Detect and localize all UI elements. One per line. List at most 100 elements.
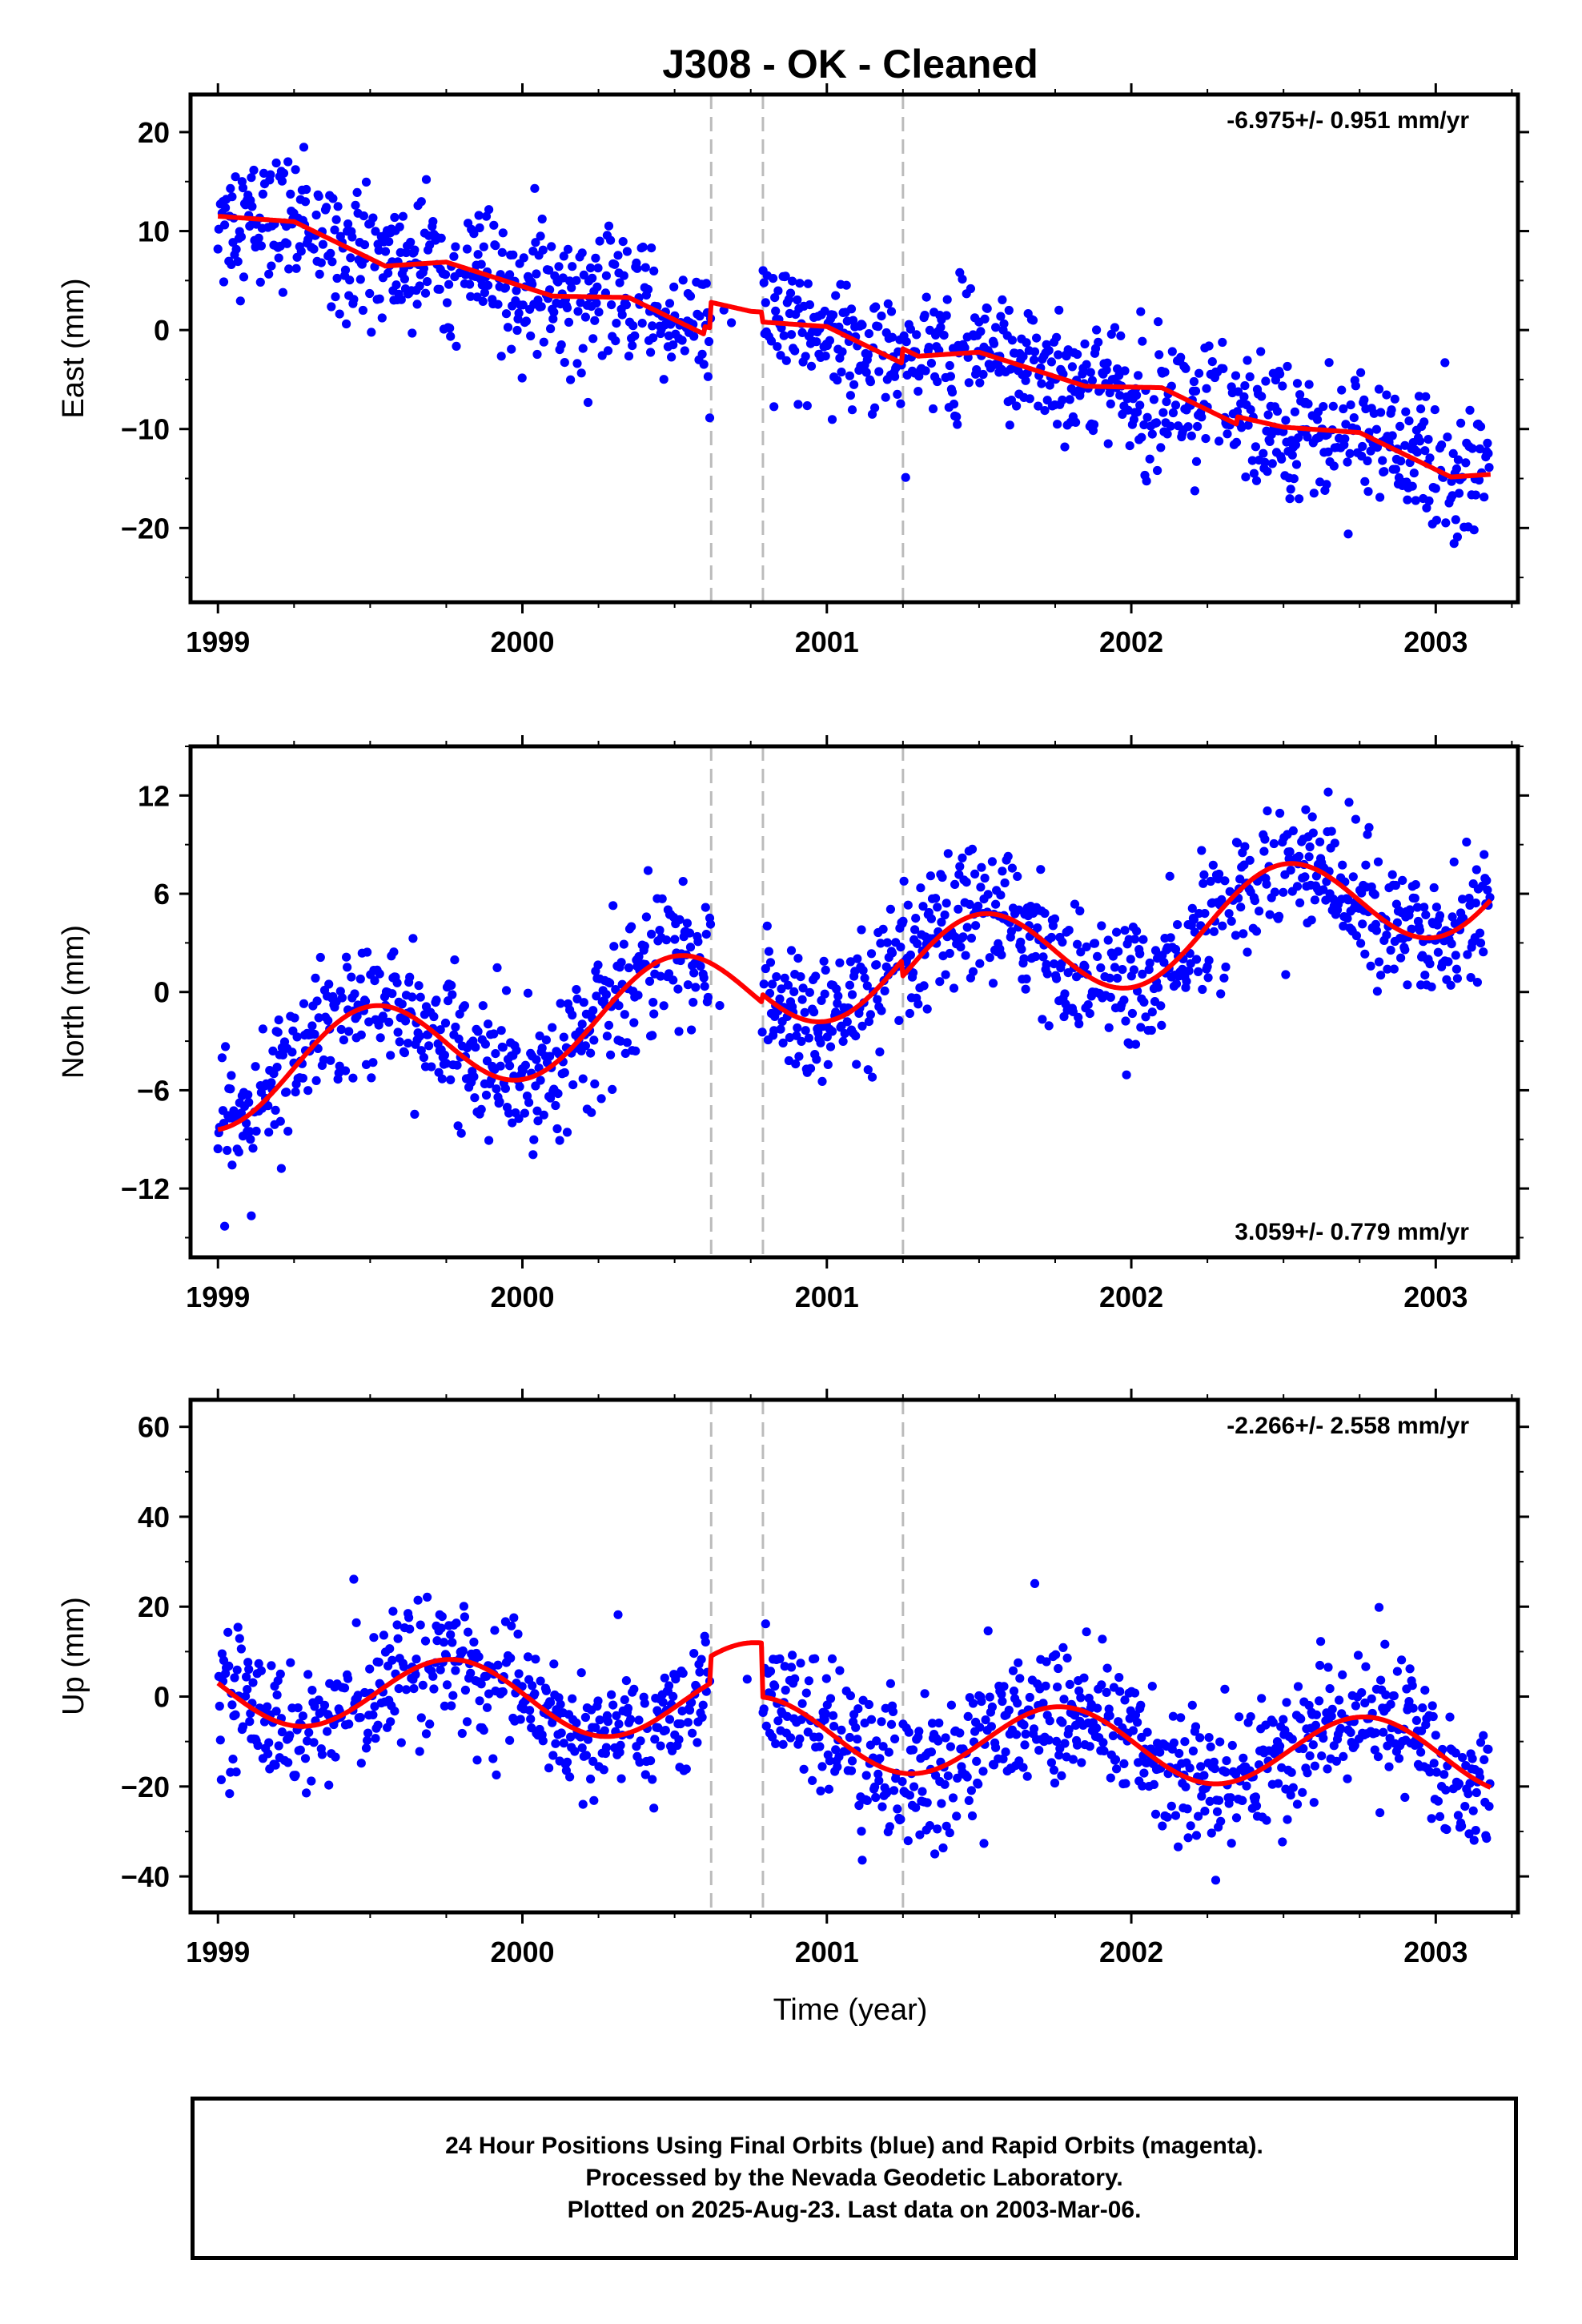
data-point	[1420, 971, 1430, 980]
data-point	[479, 242, 488, 251]
data-point	[1130, 1710, 1141, 1719]
data-point	[508, 250, 518, 259]
data-point	[1136, 307, 1146, 316]
data-point	[344, 1027, 354, 1036]
data-point	[759, 278, 769, 287]
data-point	[825, 1694, 836, 1703]
data-point	[814, 1732, 824, 1742]
data-point	[1274, 1779, 1283, 1788]
data-point	[599, 1765, 608, 1775]
data-point	[1193, 421, 1203, 432]
data-point	[982, 304, 992, 313]
data-point	[769, 402, 779, 412]
data-point	[521, 316, 532, 326]
data-point	[287, 1047, 297, 1057]
data-point	[580, 312, 591, 322]
data-point	[988, 979, 998, 988]
data-point	[1407, 924, 1416, 934]
data-point	[523, 988, 533, 998]
data-point	[429, 1011, 439, 1022]
data-point	[1251, 442, 1260, 452]
data-point	[1447, 939, 1456, 949]
data-point	[926, 359, 936, 368]
data-point	[1052, 974, 1062, 983]
data-point	[484, 205, 494, 215]
data-point	[1465, 405, 1475, 415]
data-point	[579, 998, 588, 1007]
data-point	[946, 1700, 956, 1710]
data-point	[917, 1787, 927, 1796]
data-point	[659, 1001, 669, 1011]
data-point	[908, 1745, 918, 1755]
data-point	[691, 983, 701, 992]
data-point	[1157, 1020, 1166, 1030]
data-point	[251, 1062, 260, 1072]
data-point	[861, 1771, 871, 1780]
data-point	[1370, 1745, 1379, 1755]
data-point	[1410, 894, 1419, 903]
data-point	[451, 1666, 460, 1675]
data-point	[227, 1071, 236, 1080]
data-point	[578, 1074, 588, 1084]
data-point	[1262, 879, 1271, 889]
data-point	[688, 1728, 697, 1738]
data-point	[833, 376, 842, 385]
data-point	[840, 1029, 849, 1039]
data-point	[572, 275, 581, 285]
data-point	[1345, 448, 1355, 459]
data-point	[945, 948, 954, 959]
data-point	[1106, 329, 1116, 339]
data-point	[1298, 1787, 1307, 1797]
data-point	[401, 247, 412, 258]
data-point	[1087, 376, 1097, 385]
data-point	[528, 1150, 538, 1160]
data-point	[945, 1828, 954, 1838]
data-point	[600, 1726, 609, 1735]
data-point	[1400, 945, 1410, 955]
data-point	[586, 1048, 596, 1058]
data-point	[1360, 949, 1370, 959]
data-point	[472, 1755, 482, 1765]
data-point	[1181, 1782, 1191, 1791]
data-point	[1265, 436, 1275, 447]
data-point	[298, 1073, 307, 1083]
data-point	[890, 372, 900, 381]
data-point	[241, 1691, 251, 1701]
data-point	[1295, 851, 1304, 861]
data-point	[611, 985, 620, 995]
data-point	[302, 1788, 311, 1798]
data-point	[1350, 1740, 1359, 1751]
data-point	[1074, 1019, 1084, 1029]
data-point	[896, 1815, 905, 1824]
data-point	[715, 1001, 725, 1011]
data-point	[837, 1725, 846, 1735]
data-point	[399, 1662, 408, 1671]
data-point	[1050, 1778, 1060, 1788]
data-point	[342, 952, 351, 962]
data-point	[942, 1821, 951, 1831]
data-point	[1379, 1727, 1388, 1737]
data-point	[298, 1711, 307, 1721]
data-point	[946, 372, 955, 381]
data-point	[314, 1013, 323, 1023]
data-point	[266, 170, 275, 179]
data-point	[997, 1690, 1006, 1699]
data-point	[680, 346, 689, 356]
data-point	[765, 1667, 776, 1676]
data-point	[1383, 964, 1392, 974]
data-point	[966, 283, 975, 294]
data-point	[1476, 1738, 1486, 1747]
data-point	[689, 968, 699, 978]
data-point	[998, 1696, 1007, 1707]
data-point	[1392, 1667, 1402, 1676]
data-point	[1057, 959, 1066, 968]
data-point	[311, 210, 321, 220]
data-point	[678, 1668, 688, 1678]
data-point	[254, 1659, 263, 1668]
data-point	[223, 1627, 233, 1637]
data-point	[631, 1046, 640, 1055]
data-point	[1310, 895, 1319, 905]
data-point	[530, 183, 540, 193]
data-point	[404, 1039, 413, 1048]
data-point	[624, 352, 634, 361]
